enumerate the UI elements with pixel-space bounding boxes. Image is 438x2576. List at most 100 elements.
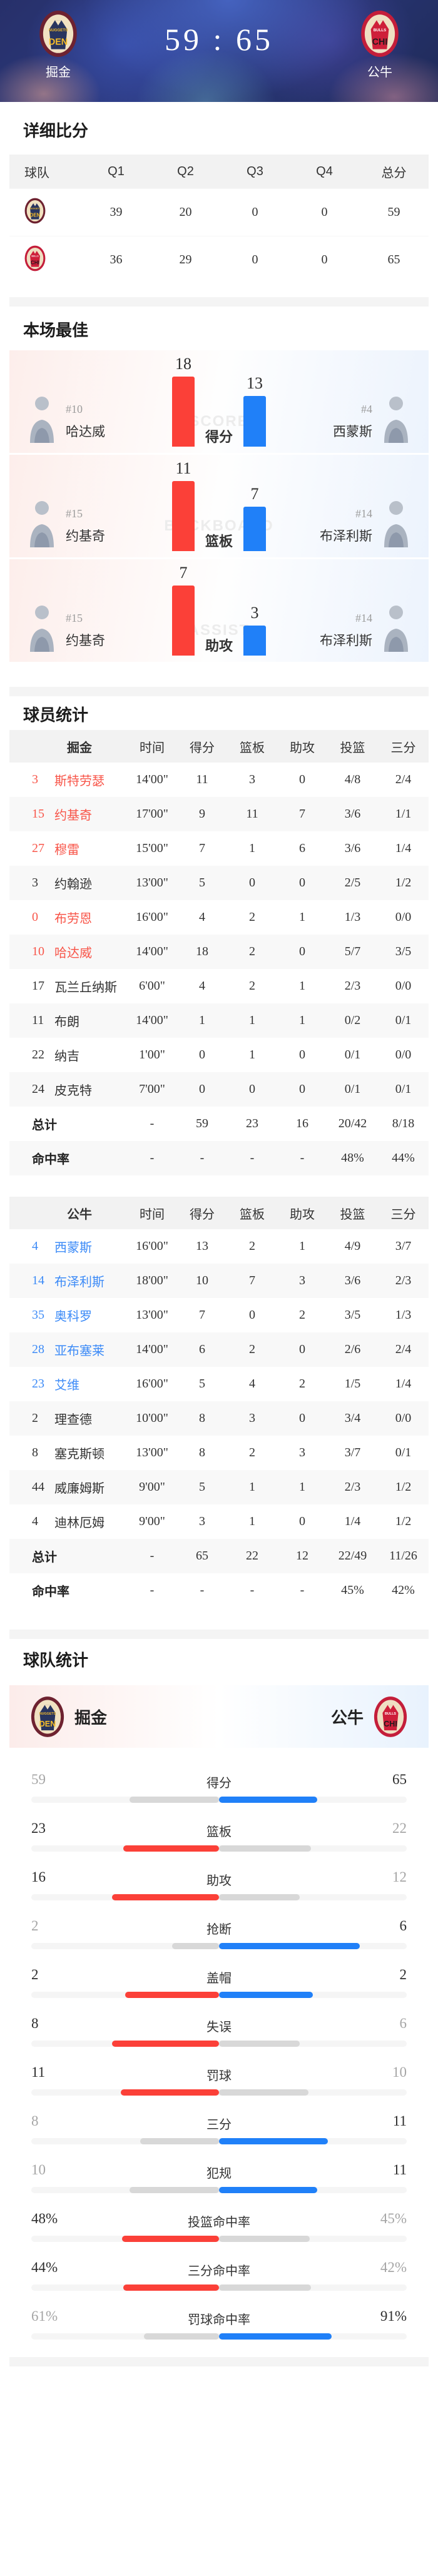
player-stat-cell: 5/7 — [344, 945, 361, 958]
player-stat-cell: 4 — [249, 1377, 255, 1391]
total-label: 总计 — [32, 1118, 57, 1132]
player-number: 11 — [32, 1013, 44, 1027]
right-bar-fill — [219, 2187, 318, 2193]
section-player-stats: 球员统计 掘金 时间 得分 篮板 助攻 投篮 三分 3 斯特劳瑟 14'00" 11 3 0 4/8 2/4… — [0, 696, 438, 1630]
stat-label: 盖帽 — [206, 1972, 232, 1985]
stat-bar-track — [31, 2041, 407, 2047]
total-stat-cell: 23 — [246, 1117, 258, 1130]
left-bar-fill — [111, 2041, 219, 2047]
player-stat-cell: 8 — [199, 1411, 205, 1425]
player-photo — [27, 603, 57, 652]
team-stat-row: 10 犯规 11 — [9, 2154, 429, 2203]
stat-bar-track — [31, 1845, 407, 1852]
player-stat-cell: 6'00" — [139, 979, 165, 993]
total-stat-cell: 65 — [196, 1549, 208, 1563]
stat-column-header: 投篮 — [327, 1197, 378, 1229]
team-left-name: 掘金 — [46, 66, 71, 79]
player-stat-cell: 10 — [196, 1274, 208, 1287]
player-stat-cell: 16'00" — [136, 910, 168, 924]
shooting-pct-label: 命中率 — [32, 1153, 69, 1167]
player-photo — [384, 397, 408, 443]
team-name-header: 掘金 — [9, 730, 127, 763]
right-team-value: 12 — [392, 1869, 407, 1885]
player-name: 约翰逊 — [54, 878, 92, 891]
player-stat-cell: 1'00" — [139, 1048, 165, 1062]
total-stat-cell: 59 — [196, 1117, 208, 1130]
quarter-table-row: BULLS CHI 36 29 0 0 65 — [9, 236, 429, 283]
best-of-game-cards: SCORE #10 哈达威 18 得分 13 #4 西蒙斯 BACKBOARD #15 约基奇 11 篮… — [0, 350, 438, 662]
player-stat-cell: 17'00" — [136, 807, 168, 821]
player-stat-cell: 0 — [249, 1082, 255, 1096]
player-stat-cell: 3/4 — [344, 1411, 361, 1425]
player-stat-cell: 2/6 — [344, 1342, 361, 1356]
player-stat-cell: 7 — [299, 807, 305, 821]
stat-watermark: ASSIST — [188, 622, 250, 639]
player-name: 理查德 — [54, 1413, 92, 1427]
player-stats-tables: 掘金 时间 得分 篮板 助攻 投篮 三分 3 斯特劳瑟 14'00" 11 3 0 4/8 2/4 15 约基奇… — [0, 730, 438, 1608]
player-name: 西蒙斯 — [54, 1241, 92, 1255]
svg-text:NUGGETS: NUGGETS — [49, 28, 68, 33]
left-bar-value: 7 — [179, 564, 188, 582]
left-bar-fill — [130, 2187, 219, 2193]
stat-bar-track — [31, 2236, 407, 2242]
player-stat-cell: 3/6 — [344, 1274, 361, 1287]
svg-text:CHI: CHI — [372, 37, 388, 47]
player-stat-cell: 11 — [196, 773, 208, 786]
total-stat-cell: 8/18 — [392, 1117, 415, 1130]
team-stat-row: 2 抢断 6 — [9, 1910, 429, 1959]
player-number: 27 — [32, 841, 44, 855]
svg-text:BULLS: BULLS — [374, 28, 387, 33]
page-bottom-spacer — [0, 2366, 438, 2576]
total-stat-cell: - — [150, 1549, 155, 1563]
stat-label: 抢断 — [206, 1923, 232, 1937]
player-stat-cell: 1 — [299, 910, 305, 924]
stat-bars: 7 助攻 3 — [172, 564, 266, 656]
player-number: #15 — [66, 507, 83, 520]
player-photo — [384, 606, 408, 652]
player-stat-cell: 14'00" — [136, 945, 168, 958]
right-team-value: 45% — [380, 2211, 407, 2226]
player-stat-cell: 13 — [196, 1239, 208, 1253]
match-score: 59 : 65 — [0, 21, 438, 58]
pct-stat-cell: - — [300, 1151, 305, 1165]
player-table-header-row: 公牛 时间 得分 篮板 助攻 投篮 三分 — [9, 1197, 429, 1229]
team-stats-header-right: 公牛 BULLS CHI — [219, 1685, 429, 1748]
player-stat-cell: 0 — [249, 1308, 255, 1322]
player-stat-cell: 0 — [299, 1411, 305, 1425]
player-photo — [27, 499, 57, 547]
stat-column-header: 三分 — [378, 1197, 429, 1229]
team-stat-row: 11 罚球 10 — [9, 2057, 429, 2106]
right-bar-fill — [219, 2041, 300, 2047]
player-number: #15 — [66, 612, 83, 624]
player-name: 塞克斯顿 — [54, 1448, 104, 1461]
player-stat-cell: 0 — [299, 876, 305, 890]
bulls-logo-icon: BULLS CHI — [374, 1696, 407, 1738]
team-stat-row: 44% 三分命中率 42% — [9, 2252, 429, 2301]
stat-bar-track — [31, 1992, 407, 1998]
player-stat-cell: 9 — [199, 807, 205, 821]
player-stat-cell: 0/1 — [395, 1013, 412, 1027]
svg-text:BULLS: BULLS — [385, 1711, 396, 1715]
player-stat-cell: 7 — [249, 1274, 255, 1287]
player-row: 3 约翰逊 13'00" 5 0 0 2/5 1/2 — [9, 866, 429, 900]
quarter-score-cell: 0 — [252, 253, 258, 266]
left-team-value: 8 — [31, 2016, 39, 2031]
nuggets-logo-icon: NUGGETS DEN — [24, 198, 46, 223]
pct-stat-cell: - — [150, 1583, 155, 1597]
player-stat-cell: 1/4 — [395, 1377, 412, 1391]
player-stat-cell: 3/6 — [344, 807, 361, 821]
player-stat-cell: 7 — [199, 1308, 205, 1322]
player-stat-cell: 2 — [249, 1446, 255, 1459]
team-stat-row: 61% 罚球命中率 91% — [9, 2301, 429, 2350]
player-stat-cell: 3 — [299, 1274, 305, 1287]
stat-column-header: 投篮 — [327, 730, 378, 763]
left-team-value: 2 — [31, 1918, 39, 1934]
player-name: 迪林厄姆 — [54, 1516, 104, 1530]
right-team-value: 65 — [392, 1772, 407, 1787]
player-name: 穆雷 — [54, 843, 79, 857]
player-row: 28 亚布塞莱 14'00" 6 2 0 2/6 2/4 — [9, 1332, 429, 1367]
right-bar-value: 13 — [247, 374, 263, 392]
player-name: 瓦兰丘纳斯 — [54, 981, 117, 995]
player-stat-cell: 1/3 — [395, 1308, 412, 1322]
quarter-col-header: 总分 — [381, 166, 407, 180]
